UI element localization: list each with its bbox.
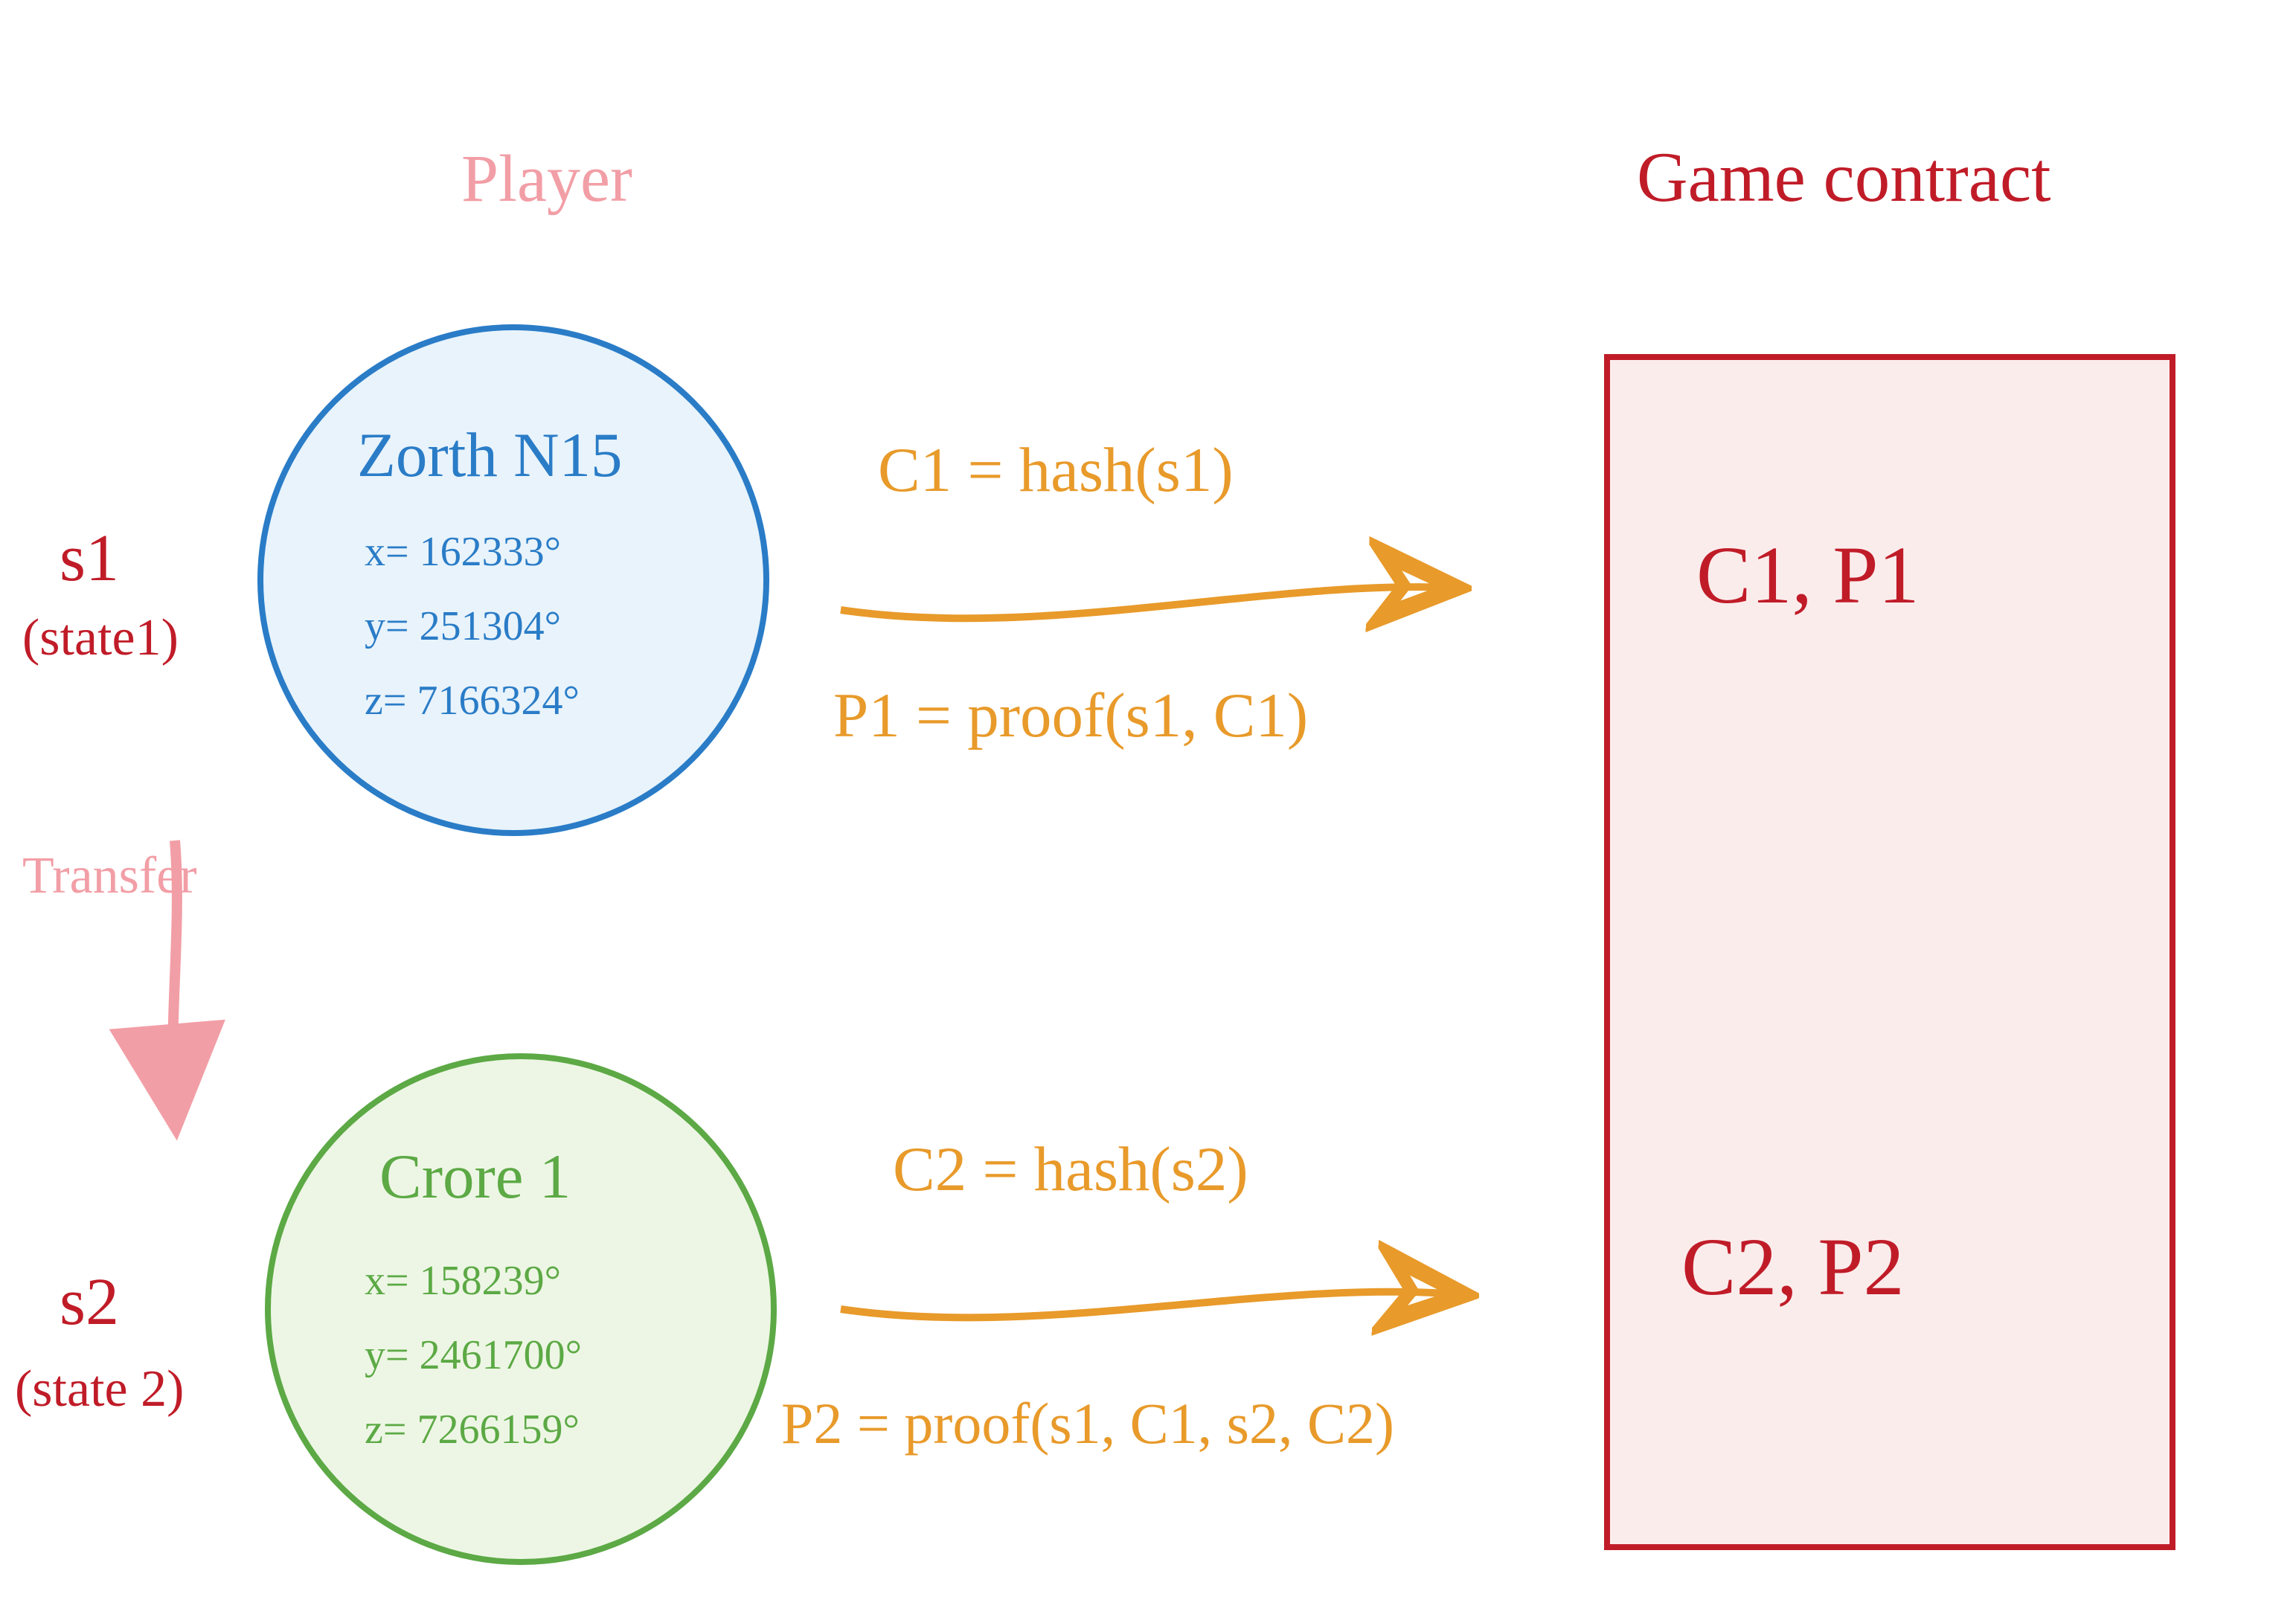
flow2-p: P2 = proof(s1, C1, s2, C2) (781, 1391, 1394, 1456)
state2-circle (268, 1056, 774, 1562)
title-contract: Game contract (1637, 138, 2051, 216)
flow1-p: P1 = proof(s1, C1) (833, 681, 1308, 751)
state2-y: y= 2461700° (365, 1332, 582, 1378)
flow2-arrow (841, 1292, 1458, 1318)
flow1-arrow (841, 587, 1451, 618)
state1-name: Zorth N15 (357, 420, 622, 490)
contract-entry2: C2, P2 (1681, 1221, 1905, 1312)
state1-z: z= 7166324° (365, 678, 580, 724)
transfer-arrow (173, 841, 177, 1116)
state2-z: z= 7266159° (365, 1407, 580, 1453)
state1-circle (260, 327, 766, 833)
state1-y: y= 251304° (365, 603, 561, 649)
contract-entry1: C1, P1 (1696, 530, 1920, 620)
state2-s-label: s2 (60, 1265, 119, 1339)
state2-name: Crore 1 (379, 1142, 571, 1212)
state2-state-label: (state 2) (15, 1360, 184, 1418)
state1-state-label: (state1) (22, 609, 179, 666)
state1-x: x= 162333° (365, 529, 561, 575)
title-player: Player (461, 142, 632, 216)
state2-x: x= 158239° (365, 1258, 561, 1304)
diagram-canvas: Player Game contract s1 (state1) Zorth N… (0, 0, 2296, 1623)
flow2-c: C2 = hash(s2) (893, 1134, 1248, 1204)
flow1-c: C1 = hash(s1) (878, 435, 1234, 505)
state1-s-label: s1 (60, 521, 119, 595)
